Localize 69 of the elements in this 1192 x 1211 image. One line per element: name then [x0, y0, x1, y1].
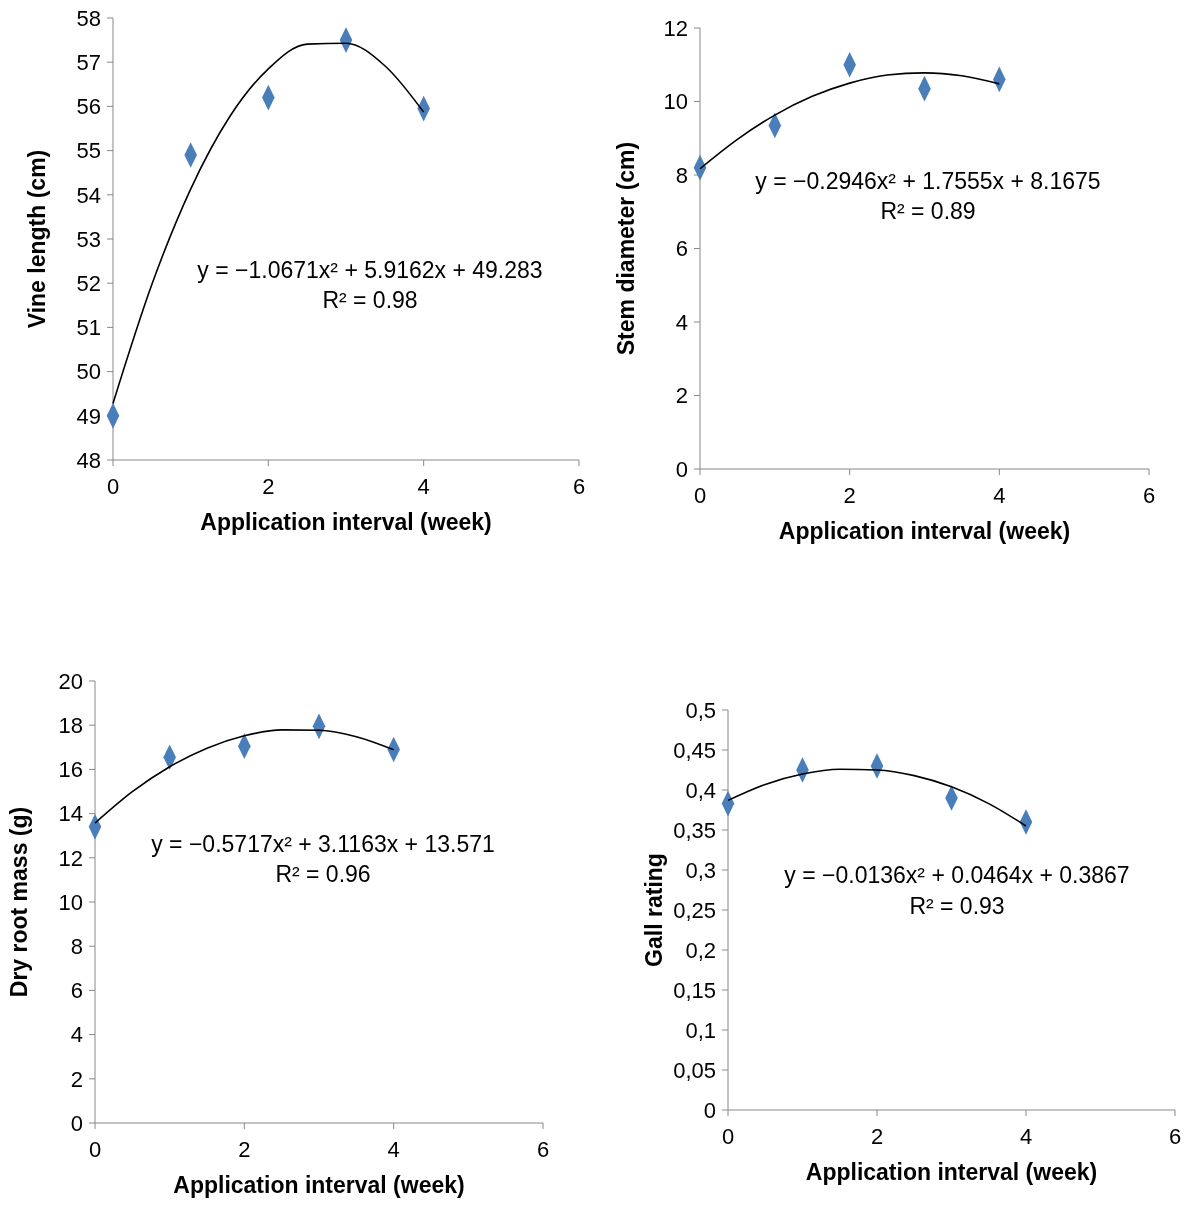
y-tick-label: 8 — [70, 933, 83, 959]
annotation: R² = 0.93 — [909, 893, 1005, 920]
y-tick-label: 12 — [58, 845, 83, 871]
y-tick-label: 0 — [675, 456, 688, 482]
y-tick-label: 20 — [58, 668, 83, 694]
y-tick-label: 6 — [675, 236, 688, 262]
y-axis-title: Vine length (cm) — [24, 149, 50, 329]
y-tick-label: 52 — [76, 270, 101, 296]
y-tick-label: 16 — [58, 757, 83, 783]
y-tick-label: 2 — [70, 1066, 83, 1092]
y-tick-label: 50 — [76, 359, 101, 385]
y-tick-label: 0,4 — [685, 777, 716, 803]
y-tick-label: 4 — [70, 1022, 83, 1048]
y-tick-label: 0,35 — [673, 817, 716, 843]
annotation: R² = 0.98 — [322, 287, 418, 314]
x-tick-label: 2 — [870, 1124, 884, 1149]
y-axis-title: Gall rating — [641, 853, 667, 967]
y-tick-label: 0,05 — [673, 1057, 716, 1083]
y-tick-label: 0,5 — [685, 697, 716, 723]
y-tick-label: 0,25 — [673, 897, 716, 923]
x-tick-label: 2 — [238, 1137, 251, 1162]
x-axis-title: Application interval (week) — [200, 509, 492, 535]
y-tick-label: 56 — [76, 94, 101, 120]
annotation: y = −0.2946x² + 1.7555x + 8.1675 — [755, 168, 1101, 195]
y-tick-label: 10 — [58, 889, 83, 915]
x-tick-label: 6 — [536, 1137, 550, 1162]
y-tick-label: 0 — [703, 1097, 716, 1123]
y-axis-title: Stem diameter (cm) — [613, 141, 639, 356]
y-tick-label: 48 — [76, 447, 101, 473]
annotation: R² = 0.89 — [880, 198, 976, 225]
x-tick-label: 6 — [1142, 483, 1156, 508]
y-tick-label: 0,3 — [685, 857, 716, 883]
x-tick-label: 6 — [1168, 1124, 1182, 1149]
y-tick-label: 12 — [663, 15, 688, 41]
x-tick-label: 6 — [572, 474, 586, 499]
x-tick-label: 0 — [721, 1124, 735, 1149]
x-tick-label: 4 — [387, 1137, 400, 1162]
x-tick-label: 0 — [106, 474, 120, 499]
annotation: R² = 0.96 — [275, 861, 371, 888]
y-tick-label: 0,15 — [673, 977, 716, 1003]
x-axis-title: Application interval (week) — [805, 1159, 1098, 1185]
y-tick-label: 18 — [58, 712, 83, 738]
y-tick-label: 49 — [76, 403, 101, 429]
annotation: y = −0.0136x² + 0.0464x + 0.3867 — [784, 862, 1130, 889]
y-tick-label: 0,2 — [685, 937, 716, 963]
y-tick-label: 6 — [70, 978, 83, 1004]
x-axis-title: Application interval (week) — [173, 1172, 465, 1198]
x-tick-label: 4 — [993, 483, 1006, 508]
annotation: y = −0.5717x² + 3.1163x + 13.571 — [151, 831, 495, 858]
y-tick-label: 4 — [675, 309, 688, 335]
y-tick-label: 10 — [663, 89, 688, 115]
y-tick-label: 2 — [675, 383, 688, 409]
y-tick-label: 53 — [76, 226, 101, 252]
x-tick-label: 2 — [262, 474, 275, 499]
y-tick-label: 8 — [675, 162, 688, 188]
y-tick-label: 0,45 — [673, 737, 716, 763]
x-axis-title: Application interval (week) — [778, 518, 1071, 544]
y-tick-label: 58 — [76, 5, 101, 31]
y-axis-title: Dry root mass (g) — [6, 806, 32, 998]
annotation: y = −1.0671x² + 5.9162x + 49.283 — [197, 257, 543, 284]
y-tick-label: 55 — [76, 138, 101, 164]
x-tick-label: 2 — [843, 483, 856, 508]
y-tick-label: 14 — [58, 801, 83, 827]
y-tick-label: 0,1 — [685, 1017, 716, 1043]
y-tick-label: 54 — [76, 182, 101, 208]
y-tick-label: 57 — [76, 49, 101, 75]
y-tick-label: 51 — [76, 315, 101, 341]
x-tick-label: 4 — [417, 474, 430, 499]
x-tick-label: 4 — [1019, 1124, 1033, 1149]
